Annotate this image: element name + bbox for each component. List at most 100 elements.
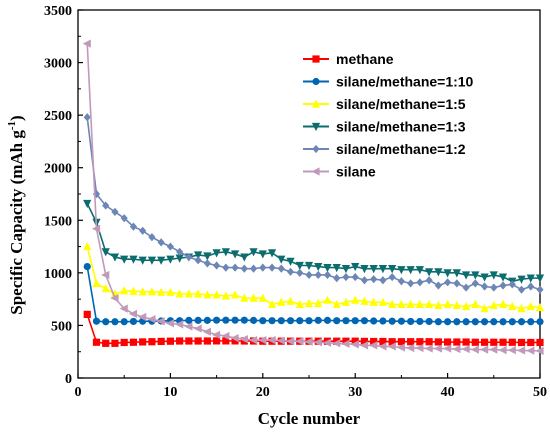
data-point-silane-methane-1-2 <box>397 277 405 286</box>
data-point-silane-methane-1-5 <box>332 299 341 308</box>
data-point-silane-methane-1-5 <box>360 296 369 305</box>
data-point-silane-methane-1-3 <box>452 269 461 278</box>
data-point-silane <box>221 331 230 341</box>
data-point-silane-methane-1-2 <box>83 113 91 122</box>
data-point-silane-methane-1-5 <box>434 300 443 310</box>
data-point-silane <box>350 340 359 349</box>
data-point-silane-methane-1-3 <box>332 264 341 273</box>
data-point-silane-methane-1-2 <box>305 270 313 280</box>
data-point-silane-methane-1-2 <box>111 207 119 216</box>
x-axis-label: Cycle number <box>258 409 361 428</box>
data-point-silane-methane-1-5 <box>508 301 517 311</box>
data-point-methane <box>360 337 369 346</box>
data-point-silane-methane-1-5 <box>471 299 480 308</box>
data-point-silane-methane-1-5 <box>157 287 166 296</box>
data-point-silane-methane-1-10 <box>453 318 461 326</box>
data-point-silane-methane-1-2 <box>129 222 138 231</box>
data-point-silane-methane-1-3 <box>517 275 526 284</box>
x-tick-label: 50 <box>533 385 547 400</box>
data-point-silane-methane-1-3 <box>230 250 240 259</box>
x-tick-label: 30 <box>348 385 362 400</box>
data-point-silane-methane-1-5 <box>517 304 526 313</box>
data-point-silane-methane-1-10 <box>92 317 101 325</box>
data-point-silane-methane-1-2 <box>379 276 387 285</box>
data-point-silane-methane-1-10 <box>407 317 415 326</box>
data-point-silane-methane-1-2 <box>102 201 110 210</box>
data-point-silane-methane-1-5 <box>212 290 221 299</box>
data-point-silane-methane-1-2 <box>222 263 230 272</box>
data-point-silane-methane-1-10 <box>416 317 424 326</box>
data-point-silane-methane-1-3 <box>323 264 332 273</box>
data-point-silane-methane-1-3 <box>397 266 406 275</box>
series-line-silane-methane-1-5 <box>86 246 541 310</box>
data-point-silane-methane-1-5 <box>489 300 498 310</box>
data-point-silane-methane-1-3 <box>434 268 443 277</box>
data-point-silane-methane-1-10 <box>536 318 544 326</box>
data-point-silane-methane-1-10 <box>342 317 350 325</box>
data-point-silane-methane-1-3 <box>277 255 286 264</box>
data-point-silane <box>461 344 470 354</box>
data-point-silane-methane-1-3 <box>498 273 508 282</box>
data-point-silane-methane-1-5 <box>341 297 351 306</box>
data-point-silane-methane-1-2 <box>388 272 396 282</box>
data-point-silane-methane-1-5 <box>129 286 138 295</box>
data-point-silane <box>230 333 239 343</box>
data-point-silane-methane-1-10 <box>480 318 489 326</box>
data-point-methane <box>222 337 230 345</box>
data-point-silane-methane-1-2 <box>342 272 350 282</box>
data-point-silane-methane-1-10 <box>102 318 110 326</box>
legend: methane silane/methane=1:10 silane/methane… <box>303 51 474 180</box>
data-point-silane-methane-1-3 <box>83 199 92 209</box>
data-point-silane-methane-1-2 <box>536 285 544 294</box>
data-point-silane-methane-1-5 <box>175 289 184 298</box>
data-point-silane-methane-1-2 <box>444 278 452 287</box>
data-point-silane-methane-1-3 <box>249 248 258 257</box>
data-point-silane-methane-1-5 <box>92 278 101 287</box>
data-point-silane-methane-1-10 <box>508 318 516 326</box>
data-point-silane-methane-1-5 <box>166 287 175 296</box>
data-point-methane <box>213 337 221 345</box>
data-point-silane <box>443 344 452 353</box>
data-point-methane <box>462 338 470 346</box>
data-point-silane-methane-1-10 <box>268 317 276 325</box>
data-point-methane <box>194 337 202 345</box>
data-point-silane-methane-1-10 <box>120 318 128 326</box>
data-point-silane-methane-1-10 <box>323 316 332 324</box>
data-point-silane-methane-1-2 <box>360 276 369 285</box>
data-point-methane <box>231 337 239 345</box>
data-point-silane-methane-1-5 <box>120 286 129 295</box>
data-point-silane <box>147 315 156 324</box>
data-point-silane-methane-1-5 <box>369 297 378 306</box>
legend-label-silane-methane-1-3: silane/methane=1:3 <box>336 119 466 135</box>
data-point-silane <box>184 322 193 331</box>
data-point-silane-methane-1-10 <box>360 317 369 325</box>
data-point-silane <box>138 312 147 322</box>
data-point-methane <box>120 338 128 347</box>
data-point-silane-methane-1-10 <box>222 316 230 324</box>
data-point-silane-methane-1-3 <box>138 256 147 265</box>
data-point-silane-methane-1-5 <box>83 241 92 251</box>
data-point-silane-methane-1-3 <box>175 254 184 263</box>
y-tick-label: 3000 <box>44 57 72 72</box>
legend-label-silane-methane-1-10: silane/methane=1:10 <box>336 74 474 90</box>
data-point-methane <box>139 338 147 346</box>
data-point-silane-methane-1-5 <box>388 299 397 308</box>
data-point-methane <box>508 338 516 346</box>
data-point-silane-methane-1-10 <box>527 318 535 326</box>
data-point-silane <box>341 339 350 348</box>
data-point-methane <box>111 339 119 347</box>
data-point-methane <box>527 338 535 347</box>
data-point-silane-methane-1-5 <box>138 287 147 296</box>
data-point-silane-methane-1-2 <box>490 283 498 292</box>
data-point-silane-methane-1-10 <box>425 317 433 326</box>
data-point-methane <box>490 338 498 346</box>
series-line-silane-methane-1-3 <box>86 203 540 283</box>
data-point-silane-methane-1-10 <box>490 318 498 326</box>
data-point-methane <box>92 338 101 346</box>
y-tick-label: 2000 <box>44 162 72 177</box>
data-point-methane <box>379 337 387 346</box>
legend-marker-silane-methane-1-5 <box>311 99 321 108</box>
x-tick-label: 10 <box>163 385 177 400</box>
data-point-silane <box>516 346 526 355</box>
data-point-silane <box>82 39 91 48</box>
